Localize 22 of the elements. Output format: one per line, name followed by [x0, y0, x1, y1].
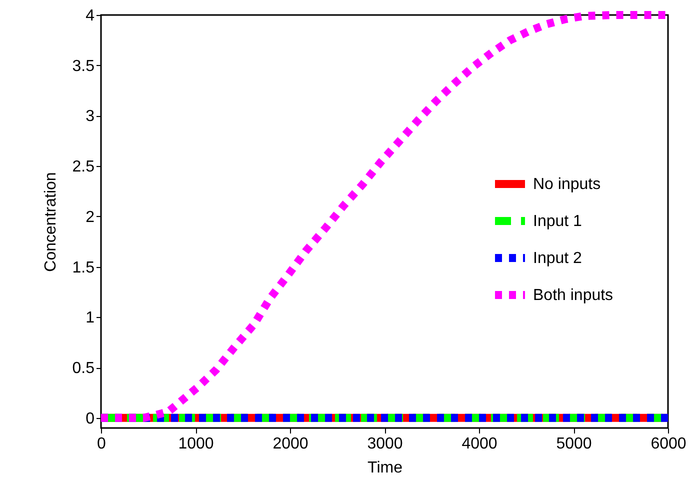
- legend-label: Input 2: [533, 250, 582, 267]
- y-tick-label: 2: [86, 208, 95, 226]
- x-tick-label: 2000: [272, 436, 308, 452]
- x-tick-label: 0: [97, 436, 106, 452]
- legend-label: Both inputs: [533, 287, 614, 304]
- y-tick-label: 0: [86, 410, 95, 428]
- x-tick-label: 1000: [178, 436, 214, 452]
- legend-label: No inputs: [533, 176, 601, 193]
- legend-label: Input 1: [533, 213, 582, 230]
- y-tick-label: 1: [86, 310, 95, 327]
- y-tick-label: 4: [86, 8, 95, 24]
- y-axis-title: Concentration: [42, 172, 60, 272]
- y-tick-label: 2.5: [72, 158, 95, 176]
- y-tick-label: 0.5: [72, 360, 95, 378]
- y-tick-label: 3.5: [72, 58, 95, 75]
- x-axis-title: Time: [368, 460, 403, 476]
- y-tick-label: 3: [86, 108, 95, 126]
- x-tick-label: 4000: [462, 436, 498, 452]
- x-tick-label: 3000: [367, 436, 403, 452]
- y-tick-label: 1.5: [72, 259, 95, 276]
- x-tick-label: 6000: [650, 436, 686, 452]
- x-tick-label: 5000: [556, 436, 592, 452]
